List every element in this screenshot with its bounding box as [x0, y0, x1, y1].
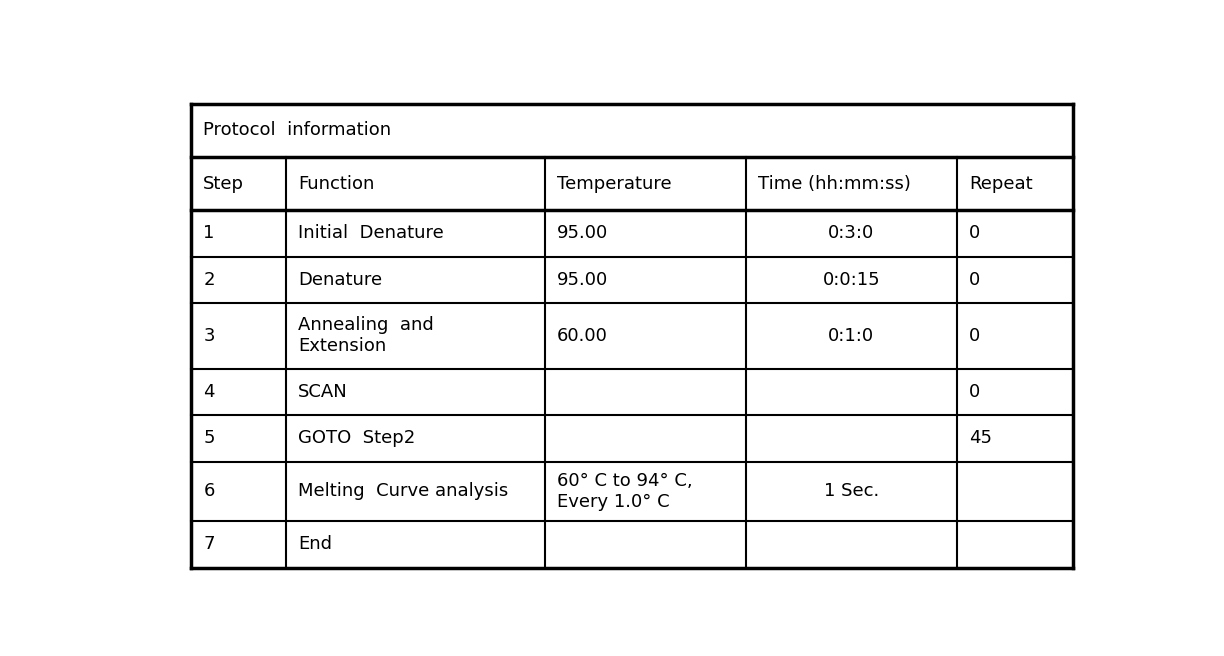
Text: GOTO  Step2: GOTO Step2	[299, 430, 416, 447]
Text: 1 Sec.: 1 Sec.	[824, 482, 879, 501]
Text: Step: Step	[203, 174, 245, 192]
Text: 5: 5	[203, 430, 214, 447]
Text: Temperature: Temperature	[557, 174, 672, 192]
Text: 0: 0	[969, 271, 980, 289]
Text: 7: 7	[203, 535, 214, 554]
Text: Denature: Denature	[299, 271, 382, 289]
Text: 6: 6	[203, 482, 214, 501]
Text: Annealing  and
Extension: Annealing and Extension	[299, 316, 435, 356]
Text: 0:0:15: 0:0:15	[823, 271, 880, 289]
Text: 0: 0	[969, 224, 980, 242]
Text: Initial  Denature: Initial Denature	[299, 224, 444, 242]
Text: Repeat: Repeat	[969, 174, 1033, 192]
Text: 0:3:0: 0:3:0	[829, 224, 874, 242]
Text: Function: Function	[299, 174, 375, 192]
Text: 45: 45	[969, 430, 993, 447]
Text: 0: 0	[969, 327, 980, 345]
Text: Melting  Curve analysis: Melting Curve analysis	[299, 482, 509, 501]
Text: 4: 4	[203, 383, 214, 401]
Text: 95.00: 95.00	[557, 224, 608, 242]
Text: 1: 1	[203, 224, 214, 242]
Text: 95.00: 95.00	[557, 271, 608, 289]
Text: 60° C to 94° C,
Every 1.0° C: 60° C to 94° C, Every 1.0° C	[557, 472, 693, 511]
Text: Protocol  information: Protocol information	[203, 121, 392, 140]
Text: 0:1:0: 0:1:0	[829, 327, 874, 345]
Text: 2: 2	[203, 271, 214, 289]
Text: SCAN: SCAN	[299, 383, 348, 401]
Text: End: End	[299, 535, 333, 554]
Text: Time (hh:mm:ss): Time (hh:mm:ss)	[758, 174, 911, 192]
Text: 60.00: 60.00	[557, 327, 608, 345]
Text: 3: 3	[203, 327, 214, 345]
Text: 0: 0	[969, 383, 980, 401]
